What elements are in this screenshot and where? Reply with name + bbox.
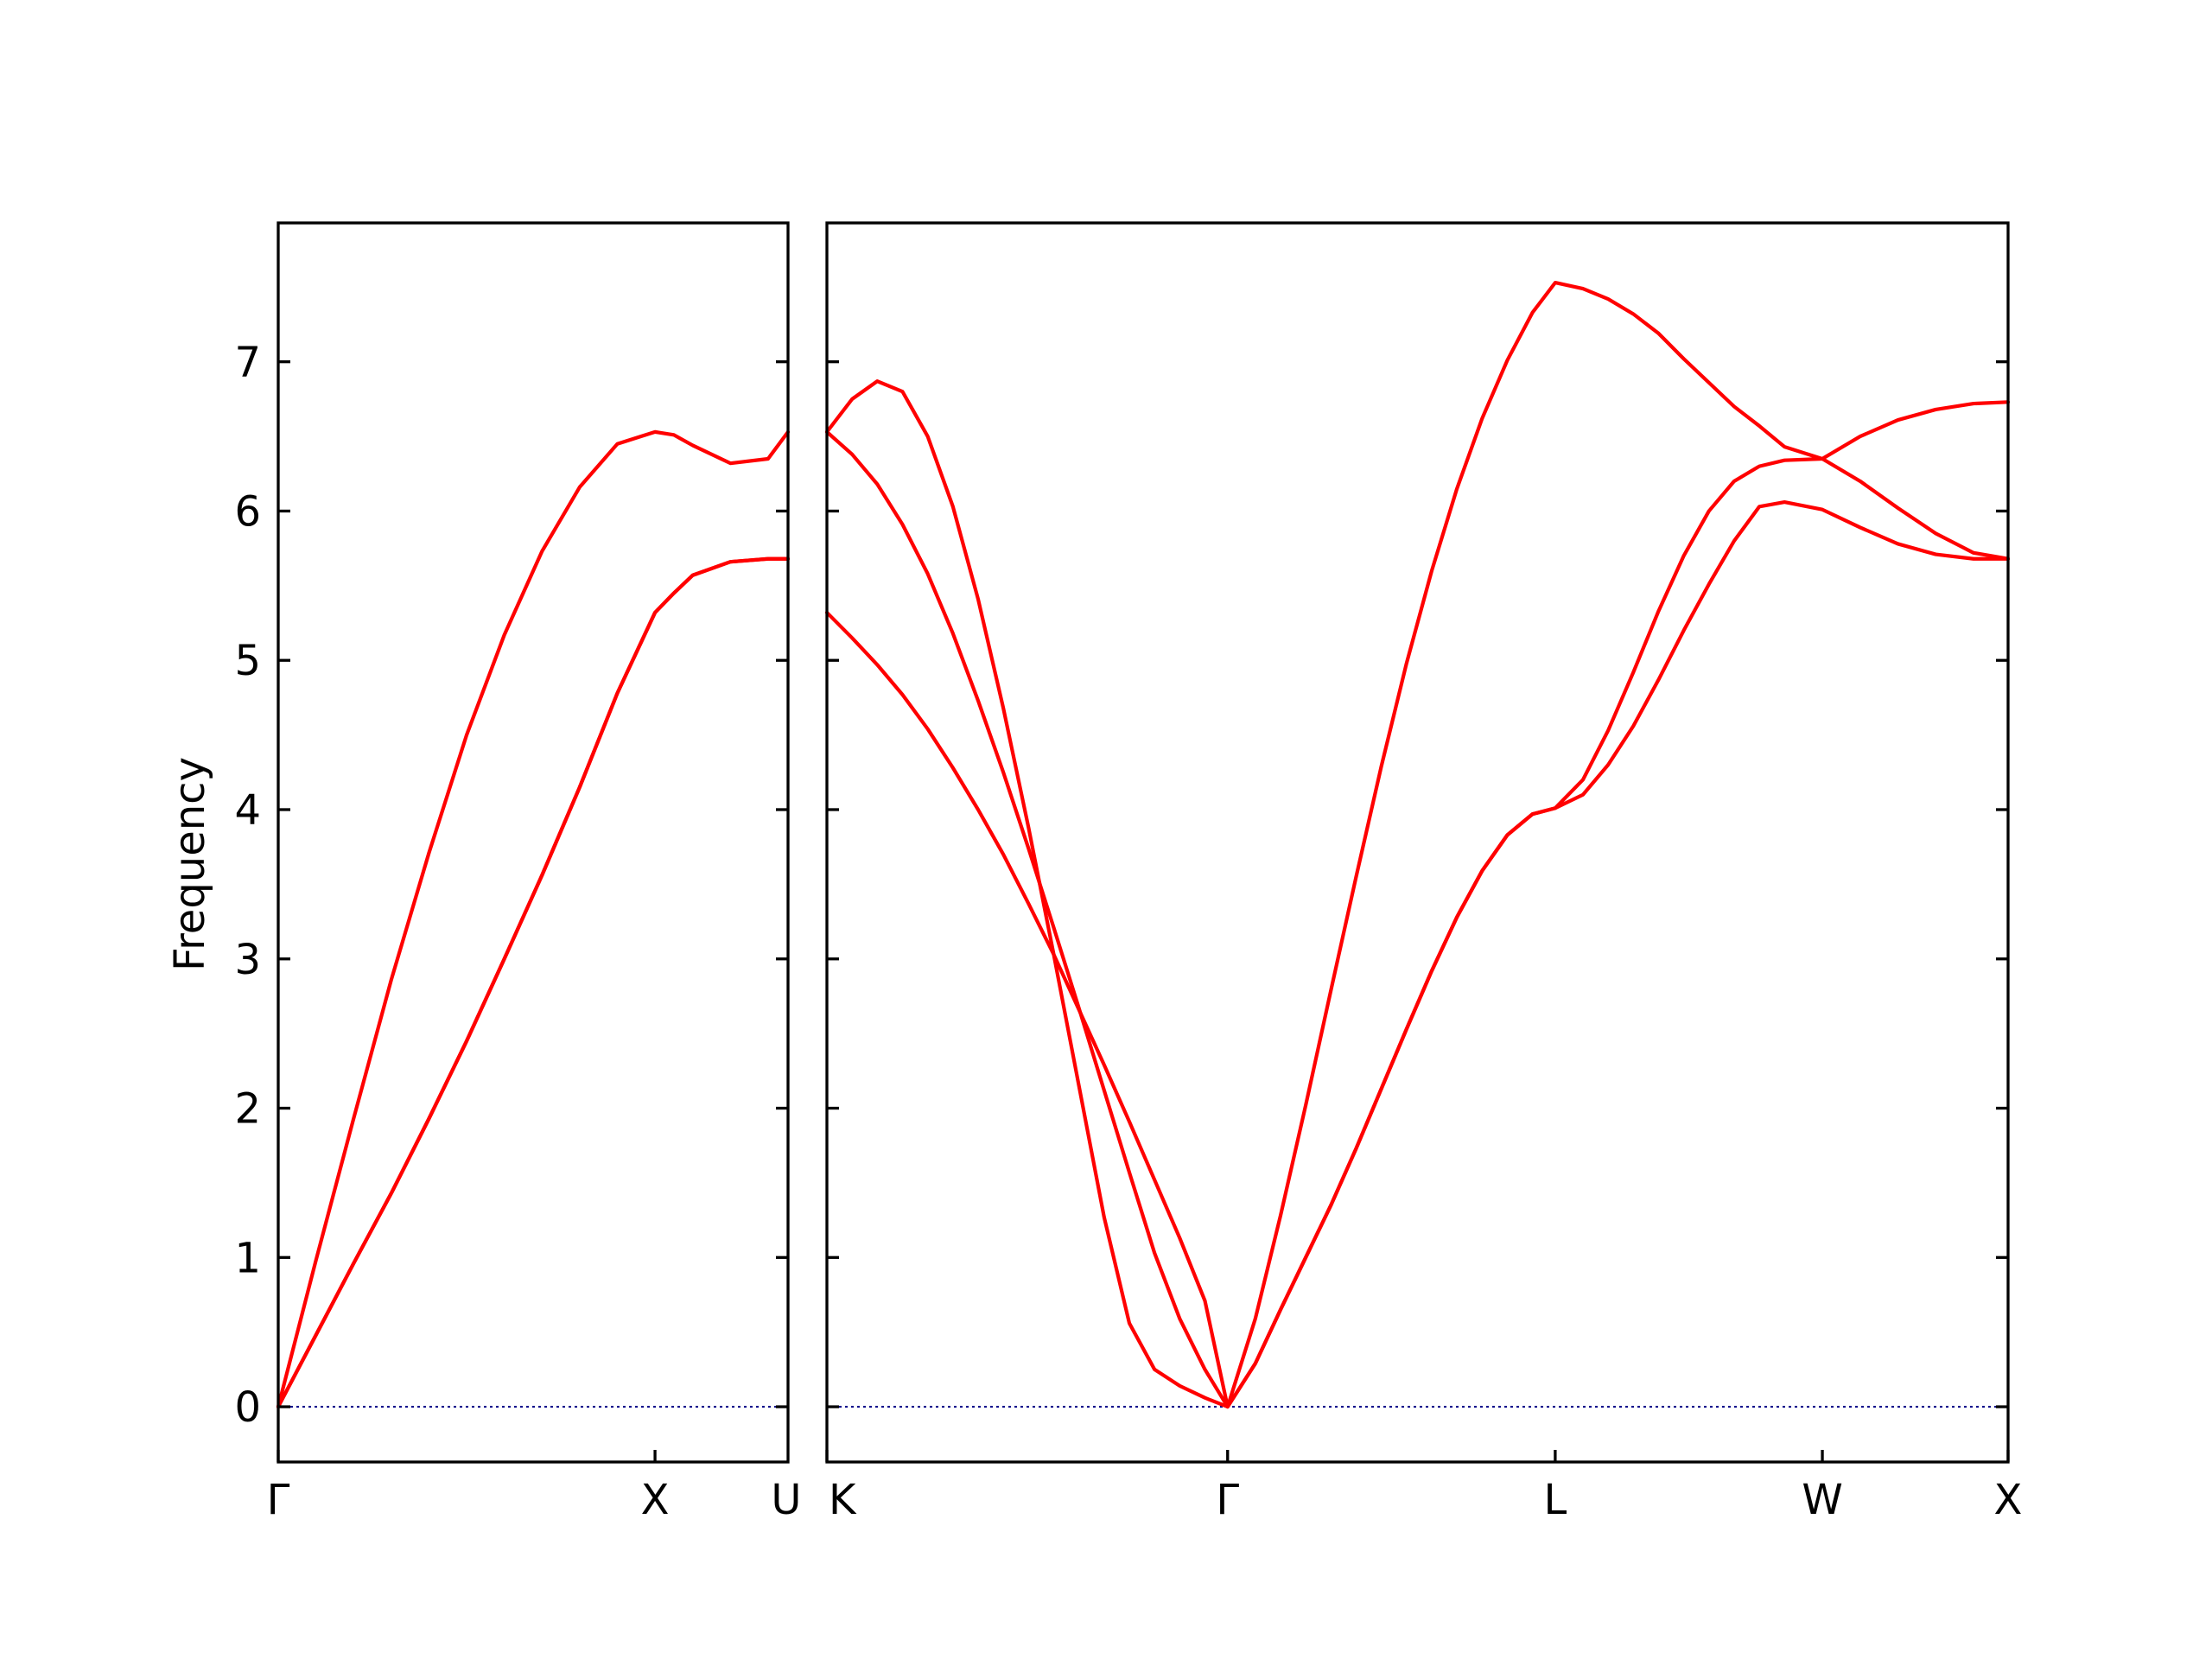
- x-tick-label: Γ: [1216, 1476, 1239, 1524]
- y-axis: 0 1 2 3 4 5 6 7: [234, 339, 261, 1432]
- x-tick-label: K: [829, 1476, 857, 1524]
- band-3-line: [824, 281, 2011, 1409]
- plot-frame: [276, 221, 790, 1464]
- x-tick-label: X: [1994, 1476, 2023, 1524]
- y-axis-label: Frequency: [166, 757, 214, 971]
- x-tick-label: Γ: [267, 1476, 290, 1524]
- x-tick-label-u: U: [771, 1476, 801, 1524]
- y-tick-label: 1: [234, 1234, 261, 1282]
- band-2-line: [276, 429, 791, 1409]
- y-tick-label: 3: [234, 936, 261, 984]
- y-tick-label: 7: [234, 339, 261, 387]
- y-tick-label: 0: [234, 1383, 261, 1432]
- plot-frame: [825, 221, 2010, 1464]
- y-tick-label: 2: [234, 1085, 261, 1134]
- x-tick-label: X: [641, 1476, 670, 1524]
- x-tick-label: W: [1802, 1476, 1842, 1524]
- band-3-line: [276, 556, 791, 1409]
- y-tick-label: 4: [234, 786, 261, 835]
- band-1-line: [276, 556, 791, 1409]
- band-2-line: [824, 400, 2011, 1409]
- y-tick-label: 5: [234, 637, 261, 685]
- y-tick-label: 6: [234, 487, 261, 536]
- band-1-line: [824, 499, 2011, 1409]
- x-tick-label: L: [1544, 1476, 1567, 1524]
